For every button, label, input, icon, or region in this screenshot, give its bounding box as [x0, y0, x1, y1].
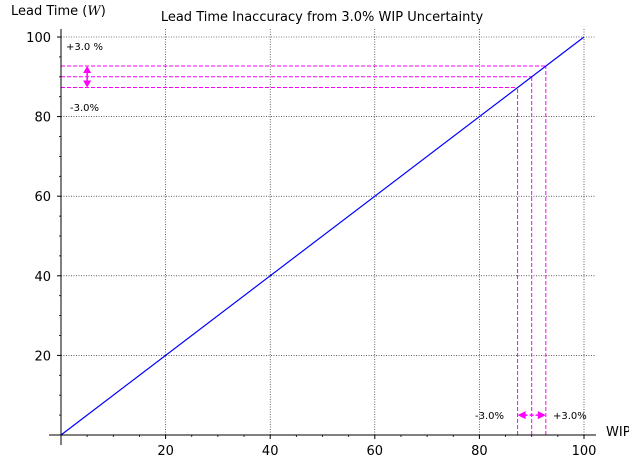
x-tick-label: 80	[471, 444, 488, 459]
chart-title: Lead Time Inaccuracy from 3.0% WIP Uncer…	[161, 10, 484, 25]
annotation-layer	[61, 65, 547, 435]
y-axis-label-suffix: )	[101, 4, 106, 19]
annotation-y-minus: -3.0%	[70, 103, 99, 114]
y-arrow-head-down	[83, 80, 92, 88]
series-layer	[60, 36, 585, 436]
x-tick-label: 100	[572, 444, 597, 459]
y-axis-label-symbol: W	[87, 4, 102, 19]
tick-layer: 20 40 60 80 100 20 40 60 80 100	[26, 31, 596, 459]
y-tick-label: 40	[34, 270, 51, 285]
y-tick-label: 20	[34, 349, 51, 364]
y-tick-label: 60	[34, 190, 51, 205]
x-tick-label: 60	[367, 444, 384, 459]
y-arrow-head-up	[83, 66, 92, 74]
x-arrow-head-right	[537, 411, 546, 420]
annotation-x-minus: -3.0%	[475, 411, 504, 422]
x-axis-label: WIP	[606, 425, 629, 440]
x-tick-label: 20	[157, 444, 174, 459]
y-tick-label: 100	[26, 31, 51, 46]
series-line-lead-time	[60, 36, 585, 436]
x-tick-label: 40	[262, 444, 279, 459]
y-tick-label: 80	[34, 111, 51, 126]
annotation-y-plus: +3.0 %	[66, 42, 103, 53]
axis-layer	[49, 29, 596, 445]
y-axis-label-prefix: Lead Time (	[11, 4, 87, 19]
grid-layer	[61, 29, 596, 435]
annotation-x-plus: +3.0%	[553, 411, 587, 422]
y-axis-label: Lead Time (W)	[11, 4, 106, 19]
x-arrow-head-left	[517, 411, 526, 420]
